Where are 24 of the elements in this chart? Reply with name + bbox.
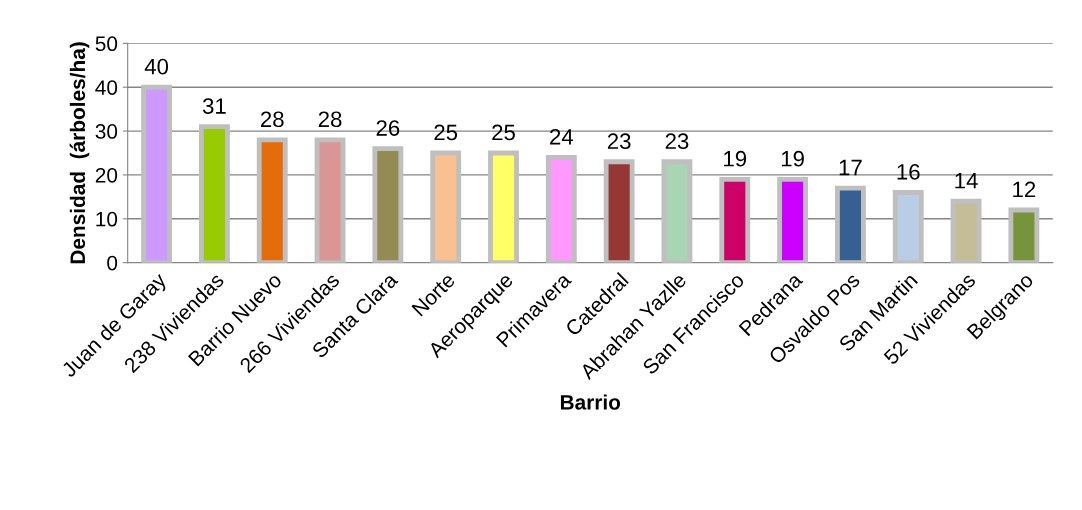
y-tick-label: 50 [95,36,118,52]
data-label: 19 [781,150,804,167]
data-label: 25 [434,124,458,141]
data-label: 16 [897,164,920,180]
data-label: 25 [492,124,515,141]
y-tick-label: 0 [107,255,118,271]
data-label: 40 [144,58,169,75]
y-axis-title: Densidad (árboles/ha) [69,42,90,264]
data-label: 26 [376,120,400,136]
y-tick-label: 10 [96,211,118,227]
data-label: 23 [607,133,631,150]
data-label: 17 [839,159,862,176]
data-label: 23 [665,133,689,150]
data-label: 12 [1013,181,1036,198]
data-label: 28 [260,111,284,128]
x-axis-title: Barrio [560,394,621,410]
y-tick-label: 40 [95,80,118,95]
y-tick-label: 30 [95,124,118,139]
data-label: 28 [318,111,342,128]
data-label: 19 [724,150,747,167]
y-tick-label: 20 [95,167,118,183]
data-label: 24 [550,128,574,145]
data-label: 14 [955,173,978,189]
data-label: 31 [202,98,226,114]
